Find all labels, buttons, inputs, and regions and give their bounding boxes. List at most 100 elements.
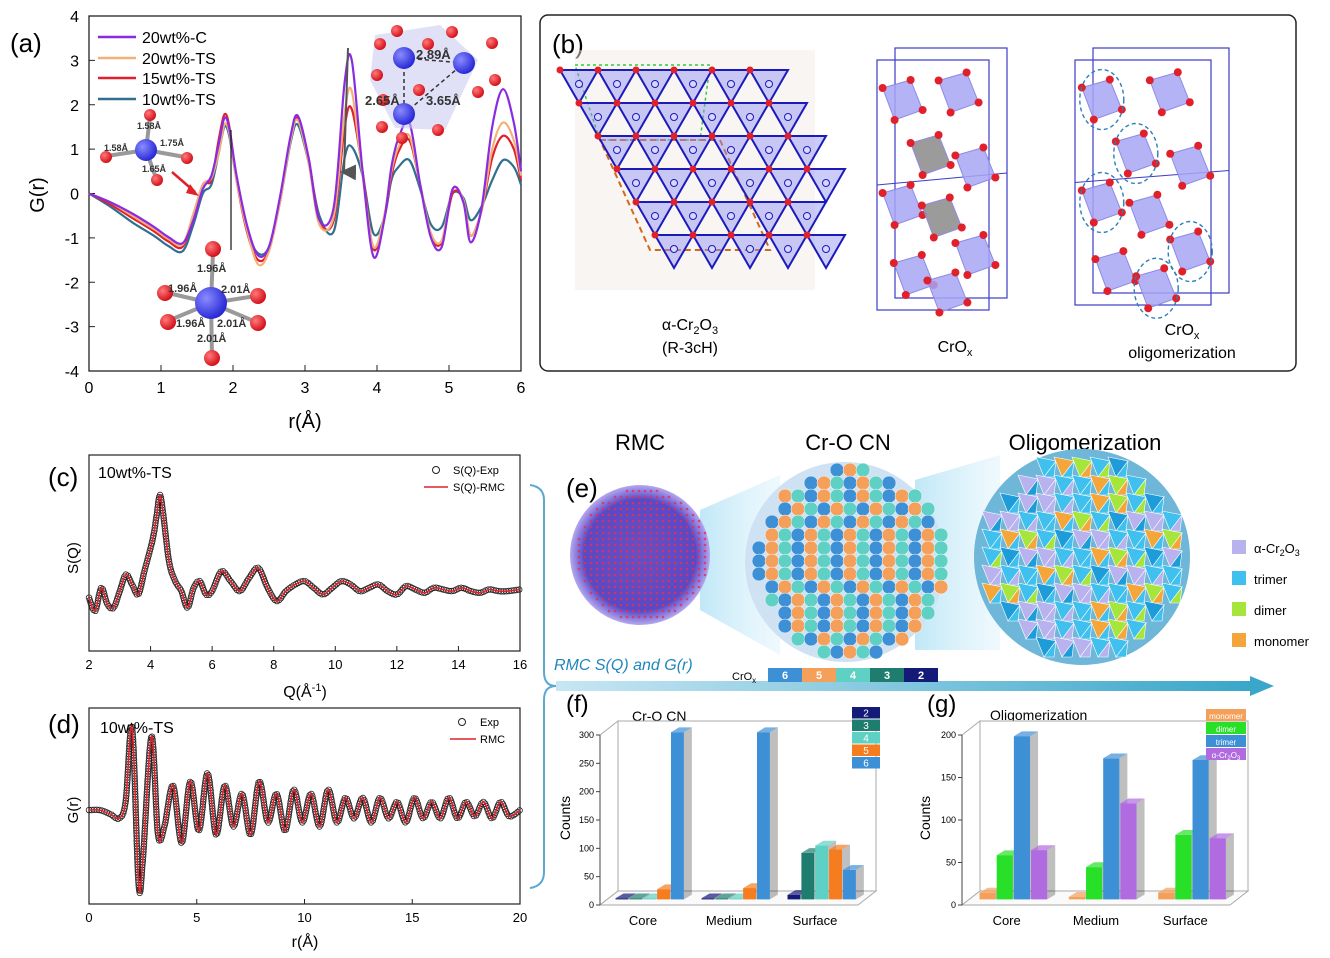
oligo-polyhedron bbox=[1097, 477, 1111, 496]
cn-atom bbox=[790, 618, 806, 634]
oxygen-atom bbox=[1153, 190, 1162, 199]
rmc-atom bbox=[655, 519, 659, 523]
exp-data-point bbox=[245, 575, 252, 583]
x-tick-label: 5 bbox=[445, 380, 454, 397]
rmc-atom bbox=[643, 489, 647, 493]
bar-4 bbox=[815, 845, 829, 900]
panel-d-xlabel: r(Å) bbox=[292, 932, 319, 951]
oligo-polyhedron bbox=[1007, 549, 1021, 568]
cn-atom bbox=[881, 553, 897, 569]
rmc-atom bbox=[625, 543, 629, 547]
rmc-atom bbox=[643, 525, 647, 529]
bar-top bbox=[1031, 845, 1056, 851]
cn-atom bbox=[855, 540, 871, 556]
rmc-atom bbox=[661, 567, 665, 571]
rmc-atom bbox=[631, 519, 635, 523]
rmc-atom bbox=[631, 567, 635, 571]
cn-atom bbox=[907, 540, 923, 556]
rmc-atom bbox=[679, 519, 683, 523]
bar-2 bbox=[615, 898, 629, 900]
cn-atom bbox=[829, 579, 845, 595]
chromium-atom bbox=[765, 80, 773, 88]
rmc-atom bbox=[613, 501, 617, 505]
oligo-polyhedron bbox=[1115, 639, 1129, 658]
rmc-atom bbox=[655, 513, 659, 517]
cn-atom bbox=[842, 514, 858, 530]
oligo-polyhedron bbox=[1043, 495, 1057, 514]
cn-atom bbox=[816, 592, 832, 608]
panel-b: (b) α-Cr2O3 (R-3cH) CrOx CrOx oligomeriz… bbox=[539, 14, 1297, 372]
rmc-atom bbox=[625, 525, 629, 529]
exp-data-point bbox=[269, 594, 277, 601]
oxygen-atom bbox=[689, 165, 697, 173]
cn-sphere-atoms bbox=[751, 462, 949, 660]
chromium-atom bbox=[689, 212, 697, 220]
rmc-atom bbox=[637, 591, 641, 595]
category-label: Core bbox=[629, 913, 657, 928]
oxygen-atom bbox=[878, 189, 887, 197]
legend-label-10wt-TS: 10wt%-TS bbox=[142, 92, 216, 109]
rmc-atom bbox=[661, 591, 665, 595]
rmc-atom bbox=[637, 501, 641, 505]
cn-atom bbox=[894, 618, 910, 634]
rmc-atom bbox=[595, 507, 599, 511]
oxygen-atom bbox=[1157, 108, 1166, 117]
oxygen-atom bbox=[906, 181, 915, 189]
rmc-atom bbox=[685, 513, 689, 517]
crox-oligo-caption: CrOx bbox=[1165, 322, 1200, 342]
rmc-atom bbox=[613, 537, 617, 541]
bar-monomer bbox=[1068, 896, 1086, 900]
oligo-polyhedron bbox=[1097, 567, 1111, 586]
bar-trimer bbox=[1103, 758, 1120, 900]
oxygen-atom bbox=[1125, 198, 1134, 207]
oligo-polyhedron bbox=[1061, 459, 1075, 478]
rmc-atom bbox=[595, 519, 599, 523]
rmc-atom bbox=[577, 567, 581, 571]
oligo-polyhedron bbox=[1133, 603, 1147, 622]
cn-atom bbox=[881, 631, 897, 647]
cn-atom bbox=[881, 488, 897, 504]
rmc-atom bbox=[643, 615, 647, 619]
tetrahedral-cr-inset: 1.58Å 1.58Å 1.75Å 1.65Å bbox=[100, 109, 199, 196]
oct-bond-label: 1.96Å bbox=[168, 282, 197, 295]
rmc-atom bbox=[619, 525, 623, 529]
chromium-atom bbox=[670, 179, 678, 187]
oxygen-atom bbox=[1178, 267, 1187, 276]
oligo-polyhedron bbox=[1007, 567, 1021, 586]
oxygen-atom bbox=[575, 99, 583, 107]
cn-atom bbox=[842, 631, 858, 647]
oligo-polyhedron bbox=[1115, 495, 1129, 514]
rmc-atom bbox=[643, 609, 647, 613]
rmc-atom bbox=[595, 561, 599, 565]
cn-atom bbox=[894, 553, 910, 569]
cn-atom bbox=[894, 631, 910, 647]
panel-a-xlabel: r(Å) bbox=[288, 410, 321, 433]
panel-c: (c) 10wt%-TS S(Q)-Exp S(Q)-RMC 2 4 6 8 10 12 1… bbox=[48, 454, 527, 701]
oxygen-atom bbox=[929, 233, 938, 242]
bar-α-Cr2O3 bbox=[1120, 803, 1137, 900]
oligo-polyhedron bbox=[1007, 585, 1021, 604]
crox-scale-swatch bbox=[870, 668, 904, 682]
rmc-atom bbox=[595, 579, 599, 583]
rmc-atom bbox=[595, 567, 599, 571]
chromium-atom bbox=[670, 245, 678, 253]
oxygen-atom bbox=[1139, 129, 1148, 138]
oxygen-atom bbox=[878, 84, 887, 92]
rmc-atom bbox=[697, 585, 701, 589]
rmc-atom bbox=[697, 573, 701, 577]
rmc-atom bbox=[625, 501, 629, 505]
legend-swatch bbox=[1206, 735, 1246, 747]
rmc-atom bbox=[601, 603, 605, 607]
cn-atom bbox=[790, 540, 806, 556]
oxygen-atom bbox=[708, 132, 716, 140]
rmc-atom bbox=[619, 573, 623, 577]
cn-atom bbox=[829, 566, 845, 582]
rmc-atom bbox=[691, 579, 695, 583]
oxygen-atom bbox=[651, 165, 659, 173]
x-tick-label: 20 bbox=[513, 910, 527, 925]
rmc-atom bbox=[673, 591, 677, 595]
y-tick-label: -3 bbox=[65, 320, 79, 337]
oxygen-atom bbox=[670, 198, 678, 206]
rmc-atom bbox=[619, 609, 623, 613]
cn-atom bbox=[816, 566, 832, 582]
